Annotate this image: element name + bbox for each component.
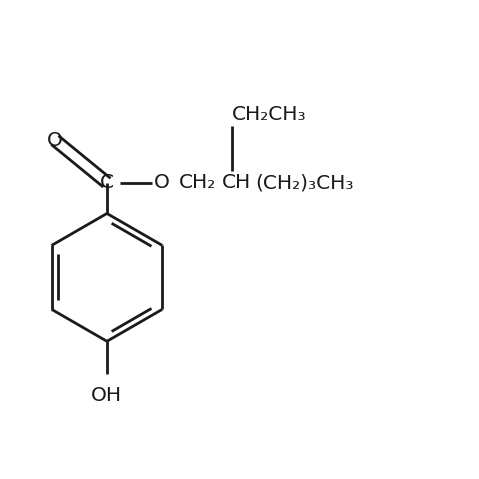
Text: OH: OH (91, 386, 123, 405)
Text: CH₂CH₃: CH₂CH₃ (232, 104, 307, 124)
Text: O: O (47, 131, 63, 149)
Text: CH: CH (221, 173, 251, 192)
Text: (CH₂)₃CH₃: (CH₂)₃CH₃ (256, 173, 354, 192)
Text: CH₂: CH₂ (179, 173, 216, 192)
Text: O: O (154, 173, 170, 192)
Text: C: C (100, 173, 114, 192)
